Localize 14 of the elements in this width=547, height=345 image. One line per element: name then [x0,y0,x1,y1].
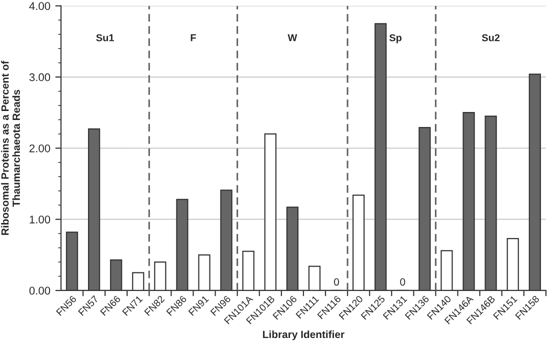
y-axis-title: Ribosomal Proteins as a Percent of Thaumarchaeota Reads [1,60,20,235]
annotation: 0 [400,278,406,286]
y-tick-label: 4.00 [29,2,50,10]
y-tick-label: 3.00 [29,73,50,82]
y-tick-label: 0.00 [29,286,50,295]
annotation: Sp [389,34,402,44]
annotation: 0 [334,278,339,286]
annotation: Su2 [482,34,500,42]
y-tick-label: 2.00 [30,144,50,152]
x-axis-title: Library Identifier [263,330,344,340]
annotation: F [190,34,196,42]
annotation: Su1 [96,34,114,42]
y-tick-label: 1.00 [30,216,50,224]
annotation: W [288,34,298,42]
